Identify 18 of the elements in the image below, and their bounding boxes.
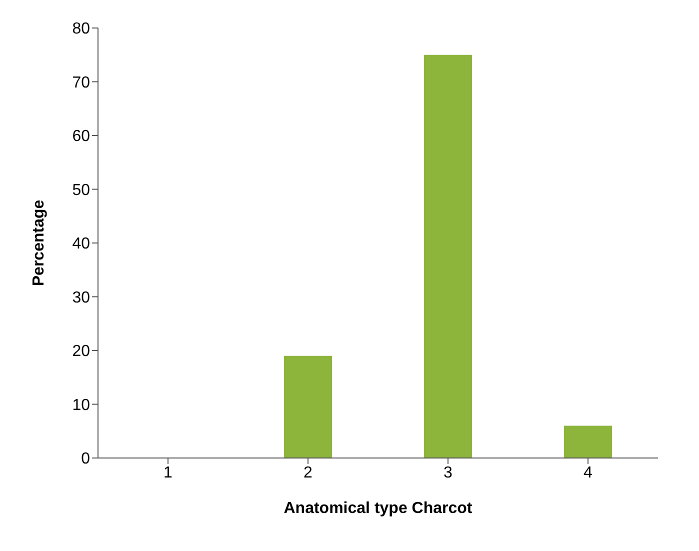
x-tick-label: 3 — [444, 464, 453, 482]
y-tick-label: 20 — [72, 343, 90, 360]
y-tick-label: 0 — [81, 450, 90, 468]
y-tick-label: 80 — [72, 20, 90, 38]
y-tick-label: 50 — [72, 182, 90, 199]
x-axis-title: Anatomical type Charcot — [284, 500, 473, 517]
y-tick-label: 60 — [72, 128, 90, 146]
y-axis-title: Percentage — [30, 200, 48, 286]
bar — [424, 54, 472, 458]
y-tick-label: 30 — [72, 289, 90, 306]
y-tick-label: 10 — [72, 396, 90, 414]
x-tick-label: 2 — [304, 464, 313, 482]
x-tick-label: 1 — [164, 464, 173, 482]
bar — [284, 356, 332, 458]
y-tick-label: 70 — [72, 74, 90, 92]
bar — [564, 426, 612, 458]
y-tick-label: 40 — [72, 236, 90, 253]
x-tick-label: 4 — [584, 464, 593, 482]
